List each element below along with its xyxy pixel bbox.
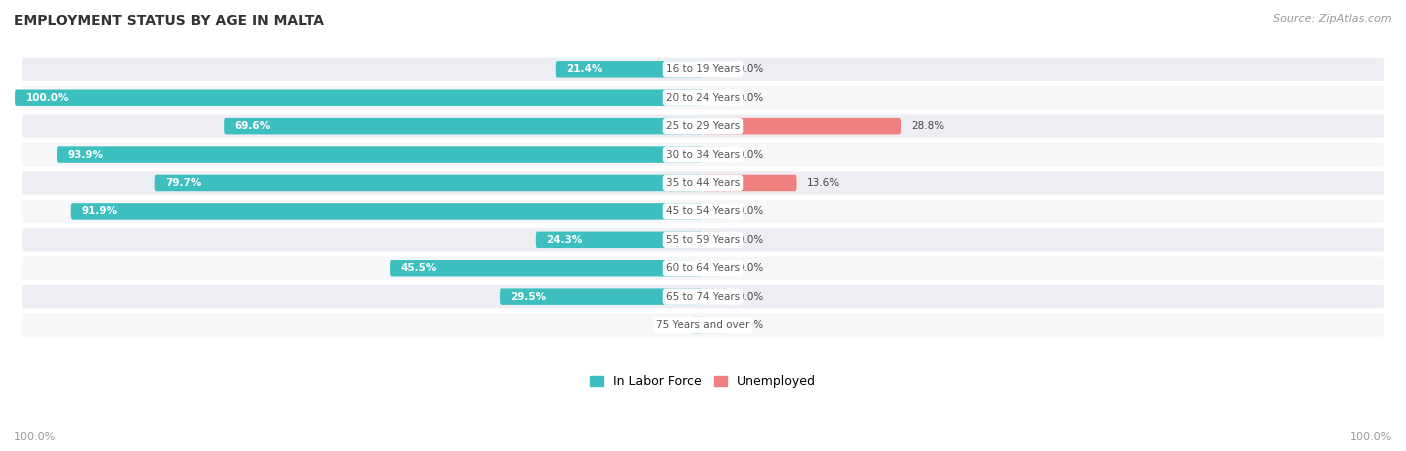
FancyBboxPatch shape (22, 257, 1384, 280)
FancyBboxPatch shape (22, 115, 1384, 138)
Text: 0.0%: 0.0% (737, 292, 763, 302)
FancyBboxPatch shape (58, 146, 703, 163)
Text: 45 to 54 Years: 45 to 54 Years (666, 207, 740, 216)
Text: 0.0%: 0.0% (737, 150, 763, 160)
FancyBboxPatch shape (22, 171, 1384, 195)
Text: 55 to 59 Years: 55 to 59 Years (666, 235, 740, 245)
FancyBboxPatch shape (703, 232, 727, 248)
Text: 100.0%: 100.0% (1350, 432, 1392, 442)
Text: 93.9%: 93.9% (67, 150, 103, 160)
Text: Source: ZipAtlas.com: Source: ZipAtlas.com (1274, 14, 1392, 23)
Text: 79.7%: 79.7% (165, 178, 201, 188)
FancyBboxPatch shape (70, 203, 703, 220)
Text: 100.0%: 100.0% (25, 93, 69, 103)
Legend: In Labor Force, Unemployed: In Labor Force, Unemployed (585, 370, 821, 393)
Text: 0.0%: 0.0% (737, 263, 763, 273)
Text: 35 to 44 Years: 35 to 44 Years (666, 178, 740, 188)
Text: 45.5%: 45.5% (401, 263, 437, 273)
FancyBboxPatch shape (22, 58, 1384, 81)
FancyBboxPatch shape (703, 118, 901, 134)
Text: 69.6%: 69.6% (235, 121, 270, 131)
Text: 100.0%: 100.0% (14, 432, 56, 442)
FancyBboxPatch shape (703, 89, 727, 106)
Text: 21.4%: 21.4% (567, 64, 602, 74)
FancyBboxPatch shape (703, 317, 727, 333)
Text: 25 to 29 Years: 25 to 29 Years (666, 121, 740, 131)
Text: 91.9%: 91.9% (82, 207, 117, 216)
FancyBboxPatch shape (155, 175, 703, 191)
FancyBboxPatch shape (703, 175, 797, 191)
FancyBboxPatch shape (703, 146, 727, 163)
FancyBboxPatch shape (555, 61, 703, 78)
FancyBboxPatch shape (536, 232, 703, 248)
FancyBboxPatch shape (22, 285, 1384, 308)
Text: 60 to 64 Years: 60 to 64 Years (666, 263, 740, 273)
FancyBboxPatch shape (692, 317, 703, 333)
Text: 75 Years and over: 75 Years and over (657, 320, 749, 330)
FancyBboxPatch shape (703, 289, 727, 305)
FancyBboxPatch shape (224, 118, 703, 134)
FancyBboxPatch shape (22, 228, 1384, 252)
FancyBboxPatch shape (22, 143, 1384, 166)
Text: 1.7%: 1.7% (658, 320, 685, 330)
Text: 20 to 24 Years: 20 to 24 Years (666, 93, 740, 103)
FancyBboxPatch shape (703, 260, 727, 276)
Text: 24.3%: 24.3% (546, 235, 582, 245)
FancyBboxPatch shape (15, 89, 703, 106)
FancyBboxPatch shape (22, 200, 1384, 223)
Text: 0.0%: 0.0% (737, 235, 763, 245)
FancyBboxPatch shape (703, 203, 727, 220)
FancyBboxPatch shape (22, 86, 1384, 110)
FancyBboxPatch shape (501, 289, 703, 305)
Text: EMPLOYMENT STATUS BY AGE IN MALTA: EMPLOYMENT STATUS BY AGE IN MALTA (14, 14, 323, 28)
Text: 0.0%: 0.0% (737, 64, 763, 74)
Text: 0.0%: 0.0% (737, 207, 763, 216)
Text: 65 to 74 Years: 65 to 74 Years (666, 292, 740, 302)
FancyBboxPatch shape (389, 260, 703, 276)
Text: 29.5%: 29.5% (510, 292, 547, 302)
Text: 0.0%: 0.0% (737, 93, 763, 103)
Text: 28.8%: 28.8% (911, 121, 945, 131)
FancyBboxPatch shape (703, 61, 727, 78)
Text: 13.6%: 13.6% (807, 178, 839, 188)
Text: 0.0%: 0.0% (737, 320, 763, 330)
Text: 30 to 34 Years: 30 to 34 Years (666, 150, 740, 160)
FancyBboxPatch shape (22, 313, 1384, 337)
Text: 16 to 19 Years: 16 to 19 Years (666, 64, 740, 74)
